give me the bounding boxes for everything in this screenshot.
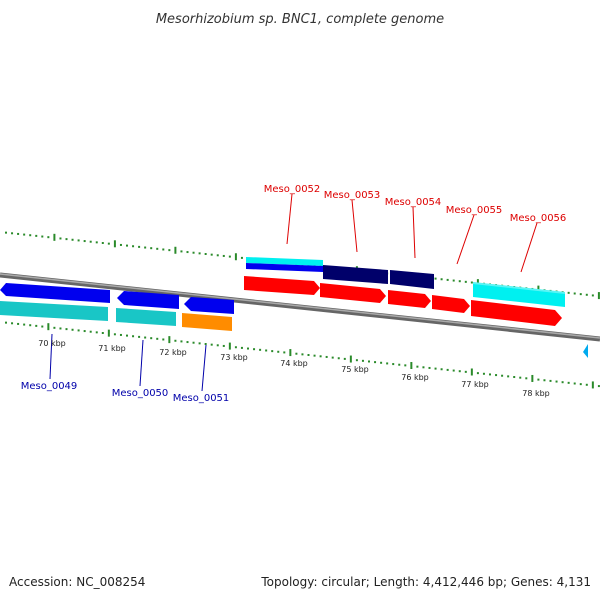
gene-feature-0056-top[interactable] bbox=[473, 282, 565, 307]
kbp-label: 72 kbp bbox=[159, 348, 187, 357]
gene-feature-0054[interactable] bbox=[388, 290, 431, 308]
gene-feature-0053[interactable] bbox=[320, 283, 386, 303]
gene-feature-0049-bottom[interactable] bbox=[0, 301, 108, 321]
gene-feature-0052-top[interactable] bbox=[246, 257, 323, 272]
gene-feature-0051[interactable] bbox=[184, 297, 234, 314]
gene-label-meso-0054[interactable]: Meso_0054 bbox=[385, 197, 442, 208]
gene-feature-0055[interactable] bbox=[432, 295, 470, 313]
gene-label-meso-0051[interactable]: Meso_0051 bbox=[173, 393, 230, 404]
gene-feature-0054-top[interactable] bbox=[390, 270, 434, 289]
gene-label-meso-0053[interactable]: Meso_0053 bbox=[324, 190, 381, 201]
label-leaders bbox=[49, 193, 538, 392]
kbp-label: 71 kbp bbox=[98, 344, 126, 353]
topology-label: Topology: circular; Length: 4,412,446 bp… bbox=[260, 575, 591, 589]
kbp-label: 77 kbp bbox=[461, 380, 489, 389]
gene-feature-0051-bottom[interactable] bbox=[182, 313, 232, 331]
kbp-label: 74 kbp bbox=[280, 359, 308, 368]
gene-label-meso-0050[interactable]: Meso_0050 bbox=[112, 388, 169, 399]
map-title: Mesorhizobium sp. BNC1, complete genome bbox=[156, 12, 444, 27]
gene-label-meso-0055[interactable]: Meso_0055 bbox=[446, 205, 503, 216]
kbp-label: 70 kbp bbox=[38, 339, 66, 348]
strand-marker-icon bbox=[583, 344, 588, 358]
kbp-label: 75 kbp bbox=[341, 365, 369, 374]
gene-label-meso-0052[interactable]: Meso_0052 bbox=[264, 184, 321, 195]
kbp-label: 73 kbp bbox=[220, 353, 248, 362]
gene-feature-0052[interactable] bbox=[244, 276, 320, 295]
gene-label-meso-0049[interactable]: Meso_0049 bbox=[21, 381, 78, 392]
kbp-label: 76 kbp bbox=[401, 373, 429, 382]
gene-feature-0050-bottom[interactable] bbox=[116, 308, 176, 326]
lower-tick-row bbox=[5, 321, 600, 389]
gene-feature-0056[interactable] bbox=[471, 300, 562, 326]
gene-feature-0053-top[interactable] bbox=[323, 265, 388, 284]
genome-backbone bbox=[0, 272, 600, 342]
kbp-scale: 70 kbp 71 kbp 72 kbp 73 kbp 74 kbp 75 kb… bbox=[38, 339, 550, 398]
kbp-label: 78 kbp bbox=[522, 389, 550, 398]
accession-label: Accession: NC_008254 bbox=[9, 575, 145, 589]
gene-label-meso-0056[interactable]: Meso_0056 bbox=[510, 213, 567, 224]
gene-feature-0050[interactable] bbox=[117, 291, 179, 309]
gene-feature-0049[interactable] bbox=[0, 283, 110, 303]
